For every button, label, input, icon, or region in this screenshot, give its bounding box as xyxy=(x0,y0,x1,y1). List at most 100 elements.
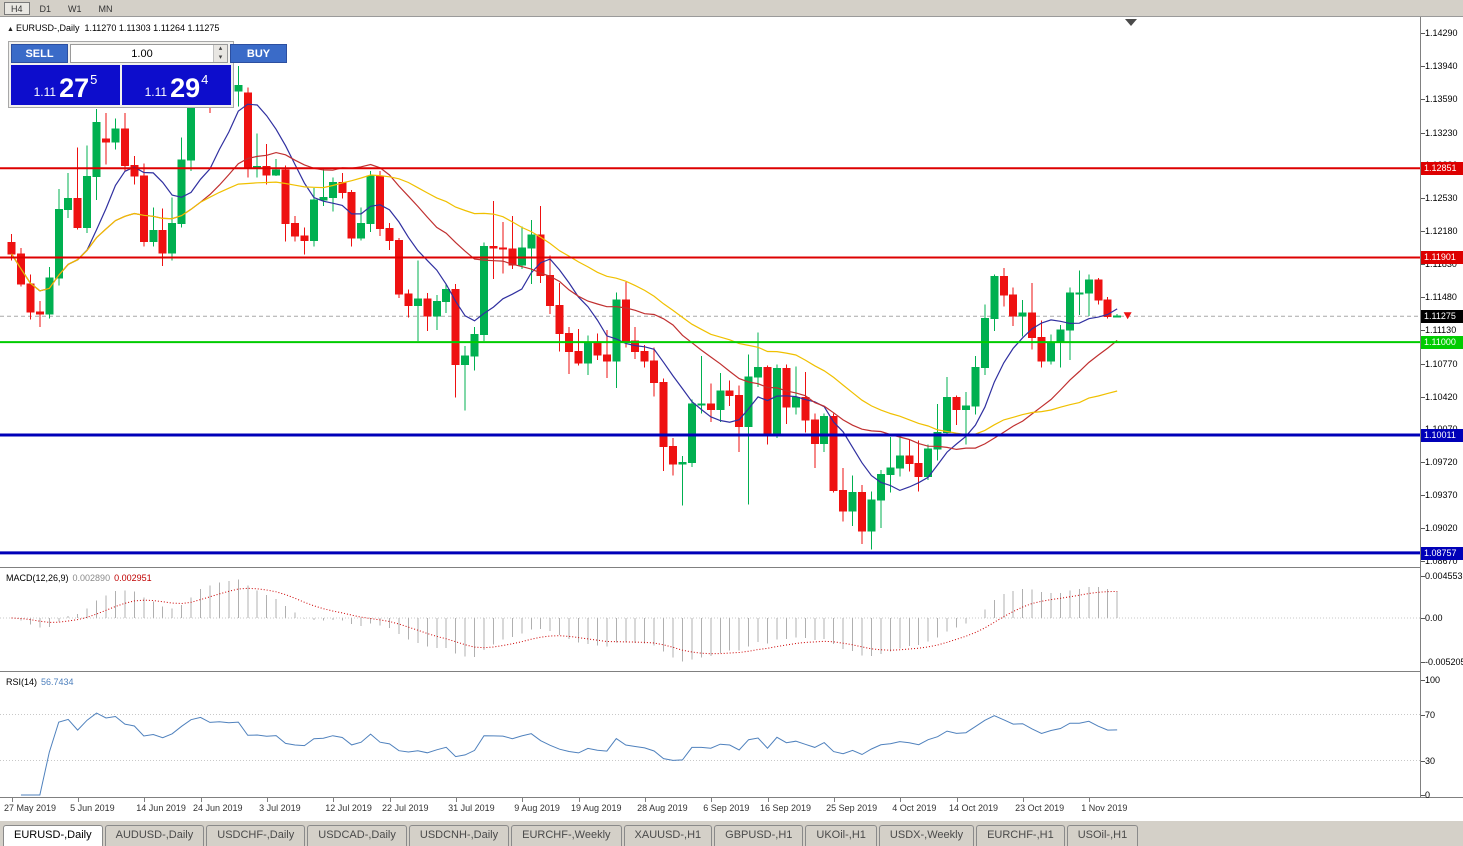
volume-field[interactable]: ▴ ▾ xyxy=(70,44,228,63)
date-label: 24 Jun 2019 xyxy=(193,803,243,813)
buy-price-sup: 4 xyxy=(201,72,209,87)
timeframe-button-h4[interactable]: H4 xyxy=(4,1,30,15)
macd-value-main: 0.002890 xyxy=(72,573,111,583)
date-tick xyxy=(644,798,646,802)
price-tick-label: 1.13940 xyxy=(1425,60,1458,71)
date-tick xyxy=(389,798,391,802)
rsi-value: 56.7434 xyxy=(41,677,74,687)
hline-price-label: 1.11000 xyxy=(1421,336,1463,350)
rsi-axis-label: 70 xyxy=(1425,709,1436,720)
macd-panel-chart[interactable] xyxy=(0,569,1420,671)
chart-tab-usdcnh-daily[interactable]: USDCNH-,Daily xyxy=(408,825,510,846)
chart-region[interactable]: ▲ EURUSD-,Daily 1.11270 1.11303 1.11264 1.… xyxy=(0,17,1463,820)
sell-button[interactable]: SELL xyxy=(11,44,68,63)
axis-tick xyxy=(1421,396,1425,398)
rsi-panel-chart[interactable] xyxy=(0,673,1420,797)
axis-tick xyxy=(1421,329,1425,331)
hline-price-label: 1.11901 xyxy=(1421,251,1463,265)
buy-price-big: 29 xyxy=(170,73,201,103)
chart-tab-usoil-h1[interactable]: USOil-,H1 xyxy=(1066,825,1139,846)
axis-tick xyxy=(1421,132,1425,134)
axis-tick xyxy=(1421,264,1425,266)
date-label: 23 Oct 2019 xyxy=(1015,803,1065,813)
date-label: 16 Sep 2019 xyxy=(760,803,812,813)
price-tick-label: 1.11130 xyxy=(1425,324,1457,335)
date-tick xyxy=(833,798,835,802)
axis-tick xyxy=(1421,98,1425,100)
chart-tab-bar: EURUSD-,Daily AUDUSD-,Daily USDCHF-,Daily U… xyxy=(0,820,1463,846)
chart-title: ▲ EURUSD-,Daily 1.11270 1.11303 1.11264 1.… xyxy=(7,23,219,33)
price-tick-label: 1.10420 xyxy=(1425,391,1458,402)
current-price-label: 1.11275 xyxy=(1421,310,1463,324)
price-axis[interactable]: 1.142901.139401.135901.132301.128801.125… xyxy=(1420,17,1463,800)
macd-title: MACD(12,26,9) 0.002890 0.002951 xyxy=(6,573,152,583)
date-tick xyxy=(1022,798,1024,802)
date-label: 31 Jul 2019 xyxy=(448,803,495,813)
buy-button[interactable]: BUY xyxy=(230,44,287,63)
macd-axis-label: -0.0052052 xyxy=(1425,657,1463,667)
chart-tab-usdcad-daily[interactable]: USDCAD-,Daily xyxy=(307,825,407,846)
axis-tick xyxy=(1421,198,1425,200)
date-label: 14 Jun 2019 xyxy=(136,803,186,813)
main-price-chart[interactable] xyxy=(0,17,1420,567)
date-label: 4 Oct 2019 xyxy=(892,803,937,813)
chart-tab-usdchf-daily[interactable]: USDCHF-,Daily xyxy=(206,825,306,846)
buy-price-display[interactable]: 1.11 29 4 xyxy=(122,65,231,105)
timeframe-button-mn[interactable]: MN xyxy=(98,3,113,14)
axis-tick xyxy=(1421,296,1425,298)
rsi-title: RSI(14) 56.7434 xyxy=(6,677,74,687)
axis-tick xyxy=(1421,795,1425,796)
volume-increase-icon[interactable]: ▴ xyxy=(214,45,227,54)
volume-input[interactable] xyxy=(71,45,213,62)
chart-tab-xauusd-h1[interactable]: XAUUSD-,H1 xyxy=(623,825,713,846)
panel-separator[interactable] xyxy=(0,671,1463,673)
timeframe-button-w1[interactable]: W1 xyxy=(68,3,82,14)
date-tick xyxy=(578,798,580,802)
date-tick xyxy=(332,798,334,802)
chart-tab-eurchf-weekly[interactable]: EURCHF-,Weekly xyxy=(511,825,622,846)
price-tick-label: 1.09720 xyxy=(1425,457,1458,468)
date-label: 9 Aug 2019 xyxy=(514,803,560,813)
date-axis[interactable]: 27 May 2019 5 Jun 2019 14 Jun 2019 24 Jun 2… xyxy=(0,797,1463,820)
price-tick-label: 1.10770 xyxy=(1425,358,1458,369)
axis-tick xyxy=(1421,231,1425,233)
axis-tick xyxy=(1421,680,1425,681)
chart-title-ohlc: 1.11270 1.11303 1.11264 1.11275 xyxy=(84,23,220,33)
timeframe-button-d1[interactable]: D1 xyxy=(39,3,52,14)
date-label: 19 Aug 2019 xyxy=(571,803,622,813)
chart-tab-eurchf-h1[interactable]: EURCHF-,H1 xyxy=(976,825,1065,846)
date-label: 6 Sep 2019 xyxy=(703,803,750,813)
date-tick xyxy=(200,798,202,802)
axis-tick xyxy=(1421,760,1425,762)
axis-tick xyxy=(1421,33,1425,34)
timeframe-toolbar: H4 D1 W1 MN xyxy=(0,0,1463,17)
chart-tab-ukoil-h1[interactable]: UKOil-,H1 xyxy=(805,825,877,846)
date-tick xyxy=(767,798,769,802)
date-tick xyxy=(710,798,712,802)
one-click-collapse-icon[interactable]: ▲ xyxy=(7,26,14,33)
sell-price-big: 27 xyxy=(59,73,90,103)
price-tick-label: 1.12180 xyxy=(1425,226,1458,237)
sell-price-display[interactable]: 1.11 27 5 xyxy=(11,65,120,105)
date-tick xyxy=(143,798,145,802)
price-tick-label: 1.13230 xyxy=(1425,127,1458,138)
panel-separator[interactable] xyxy=(0,567,1463,569)
axis-tick xyxy=(1421,714,1425,716)
date-label: 3 Jul 2019 xyxy=(259,803,301,813)
axis-tick xyxy=(1421,576,1425,577)
date-label: 28 Aug 2019 xyxy=(637,803,688,813)
chart-tab-audusd-daily[interactable]: AUDUSD-,Daily xyxy=(104,825,205,846)
chart-tab-usdx-weekly[interactable]: USDX-,Weekly xyxy=(878,825,975,846)
hline-price-label: 1.12851 xyxy=(1421,162,1463,176)
date-label: 22 Jul 2019 xyxy=(382,803,429,813)
price-tick-label: 1.11480 xyxy=(1425,291,1457,302)
macd-axis-label: 0.0045536 xyxy=(1425,571,1463,581)
volume-decrease-icon[interactable]: ▾ xyxy=(214,53,227,62)
axis-tick xyxy=(1421,662,1425,663)
chart-tab-eurusd-daily[interactable]: EURUSD-,Daily xyxy=(3,825,103,846)
chart-tab-gbpusd-h1[interactable]: GBPUSD-,H1 xyxy=(714,825,804,846)
price-tick-label: 1.09370 xyxy=(1425,490,1458,501)
date-label: 5 Jun 2019 xyxy=(70,803,115,813)
